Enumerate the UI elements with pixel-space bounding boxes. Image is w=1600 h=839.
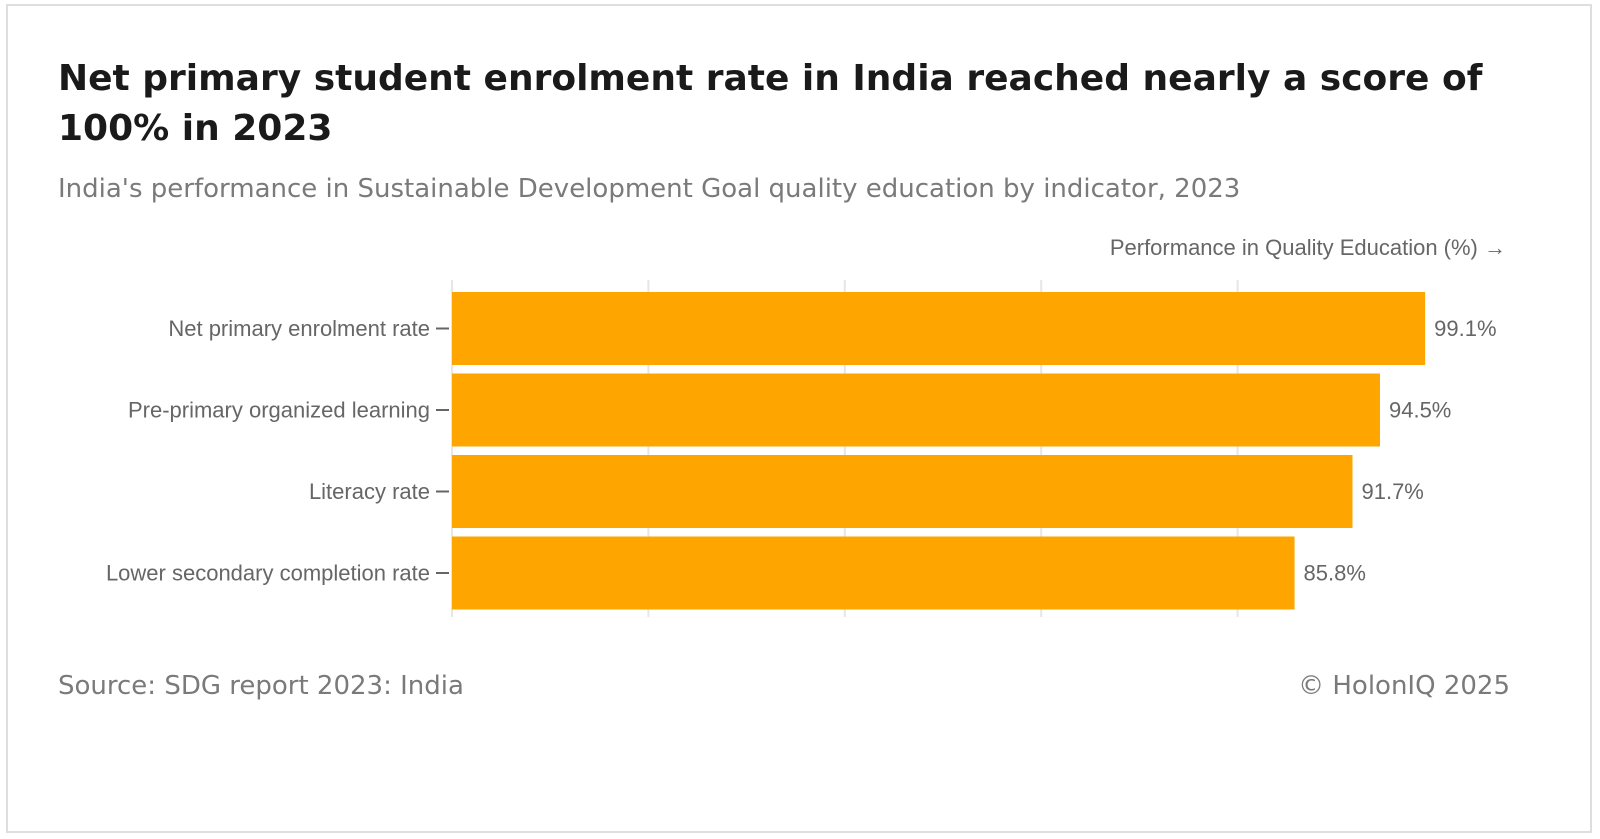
chart-title: Net primary student enrolment rate in In… <box>58 58 1483 149</box>
value-label: 99.1% <box>1434 316 1496 341</box>
source-note: Source: SDG report 2023: India <box>58 671 464 701</box>
labels: Net primary enrolment rate 99.1% Pre-prima… <box>106 316 1497 586</box>
category-label: Lower secondary completion rate <box>106 561 430 586</box>
bar-3 <box>452 455 1353 528</box>
copyright-note: © HolonIQ 2025 <box>1298 671 1510 701</box>
chart-subtitle: India's performance in Sustainable Devel… <box>58 174 1241 204</box>
bar-1 <box>452 292 1426 365</box>
value-label: 91.7% <box>1361 479 1423 504</box>
value-label: 85.8% <box>1304 561 1366 586</box>
x-axis-label: Performance in Quality Education (%) → <box>1109 235 1506 260</box>
category-label: Pre-primary organized learning <box>128 398 430 423</box>
category-label: Literacy rate <box>309 479 430 504</box>
bars <box>452 292 1426 610</box>
value-label: 94.5% <box>1389 398 1451 423</box>
bar-4 <box>452 536 1295 610</box>
category-label: Net primary enrolment rate <box>168 316 430 341</box>
bar-2 <box>452 373 1380 447</box>
